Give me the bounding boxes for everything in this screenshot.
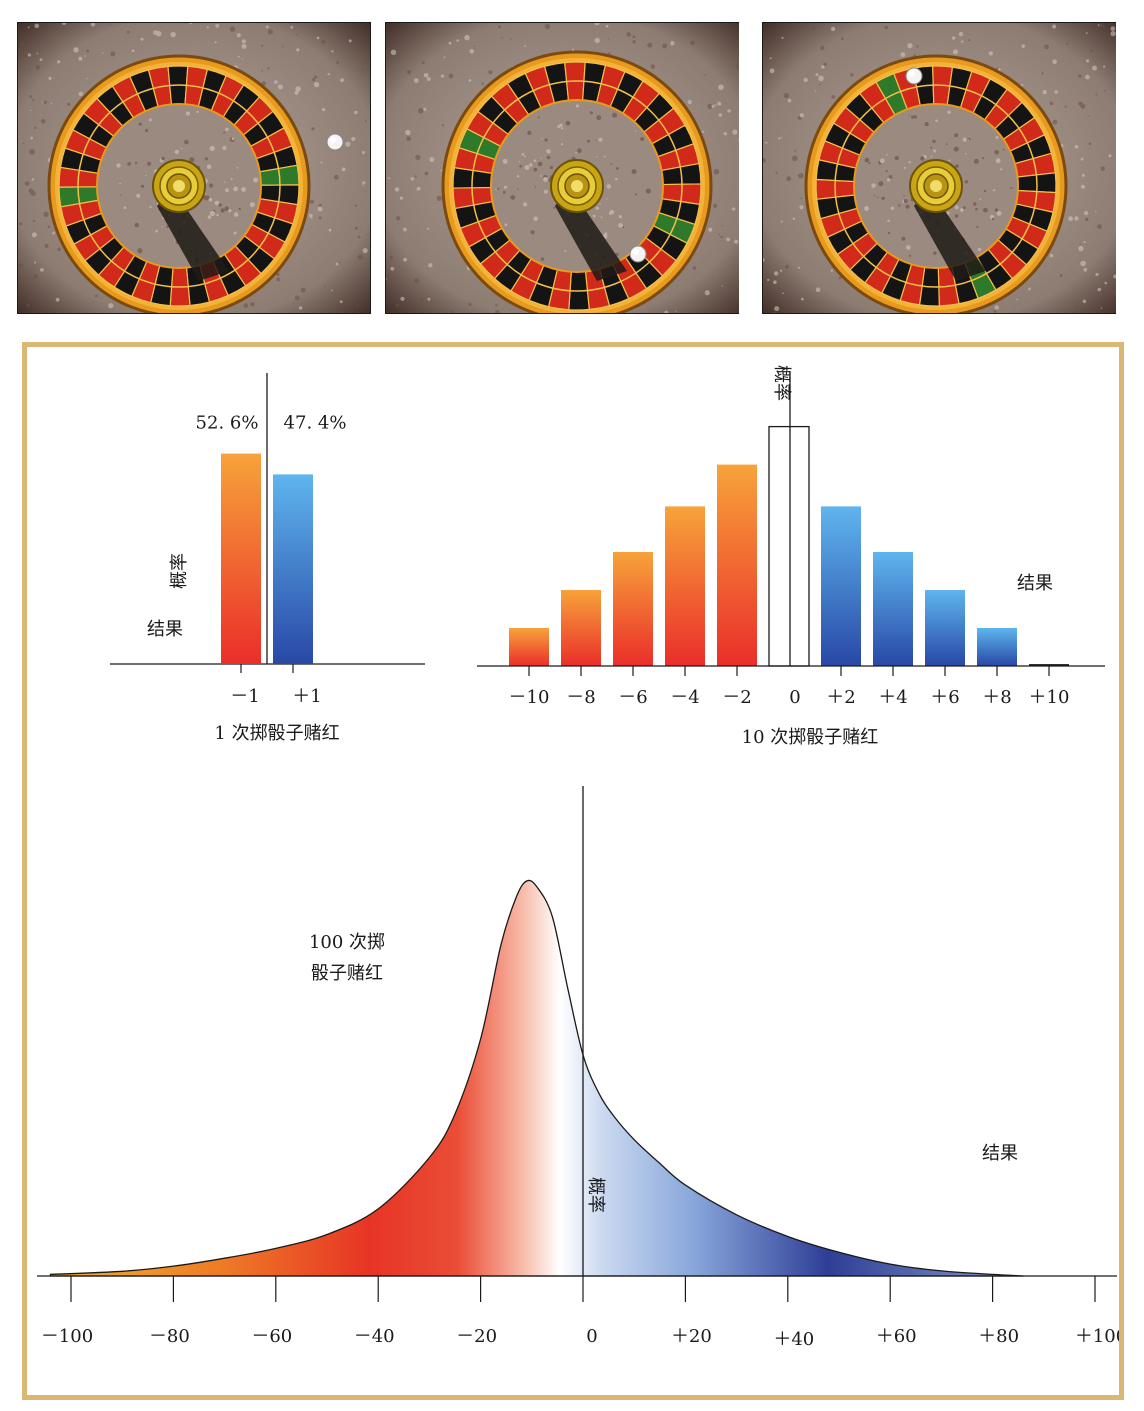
x-tick-label: －4 <box>670 687 699 708</box>
roulette-photo-3 <box>762 22 1116 314</box>
x-tick-label: －40 <box>354 1326 395 1347</box>
title-line-1: 100 次掷 <box>309 932 385 953</box>
data-label-plus1: 47. 4% <box>284 413 347 434</box>
x-tick-label: ＋2 <box>826 687 855 708</box>
bar-10 <box>1029 664 1069 666</box>
x-tick-label: ＋10 <box>1029 687 1070 708</box>
chart-hundred-spins: －100－80－60－40－200＋20＋40＋60＋80＋100 概率 结果 … <box>37 786 1119 1350</box>
x-tick-label: 0 <box>789 687 800 708</box>
charts-canvas: －1 ＋1 52. 6% 47. 4% 概率 结果 1 次掷骰子赌红 －10 －8 －… <box>37 365 1119 1350</box>
x-tick-label: ＋4 <box>878 687 907 708</box>
bar-plus1 <box>273 474 313 664</box>
bar-4 <box>873 552 913 666</box>
x-axis-label: 1 次掷骰子赌红 <box>214 723 339 744</box>
y-axis-label: 概率 <box>585 1177 606 1213</box>
x-tick-label: －60 <box>251 1326 292 1347</box>
x-tick-label: －100 <box>41 1326 93 1347</box>
bar-6 <box>925 590 965 666</box>
x-tick-label: ＋6 <box>930 687 959 708</box>
x-tick-label: －1 <box>230 686 259 707</box>
bar--8 <box>561 590 601 666</box>
roulette-wheel-icon <box>385 22 739 314</box>
chart-ten-spins: －10 －8 －6 －4 －2 0 ＋2 ＋4 ＋6 ＋8 ＋10 概率 结果 10 次掷骰子赌红 <box>477 365 1105 748</box>
title-line-2: 骰子赌红 <box>311 963 383 984</box>
roulette-photo-1 <box>17 22 371 314</box>
x-axis-label: 10 次掷骰子赌红 <box>742 727 879 748</box>
bar--4 <box>665 506 705 666</box>
x-tick-label: －8 <box>566 687 595 708</box>
x-tick-label: ＋60 <box>876 1326 917 1347</box>
x-tick-label: ＋8 <box>982 687 1011 708</box>
x-tick-label: －20 <box>456 1326 497 1347</box>
distribution-area <box>49 879 1024 1277</box>
result-label: 结果 <box>982 1143 1018 1164</box>
roulette-wheel-icon <box>17 22 371 314</box>
roulette-wheel-icon <box>762 22 1116 314</box>
x-tick-label: 0 <box>586 1326 597 1347</box>
y-axis-label: 概率 <box>169 553 190 589</box>
y-axis-label: 概率 <box>771 365 792 401</box>
x-tick-label: ＋100 <box>1075 1326 1119 1347</box>
result-label: 结果 <box>147 619 183 640</box>
chart-single-spin: －1 ＋1 52. 6% 47. 4% 概率 结果 1 次掷骰子赌红 <box>110 373 425 744</box>
bar-minus1 <box>221 453 261 664</box>
chart-frame: －1 ＋1 52. 6% 47. 4% 概率 结果 1 次掷骰子赌红 －10 －8 －… <box>22 342 1124 1400</box>
bar--10 <box>509 628 549 666</box>
x-tick-label: ＋80 <box>978 1326 1019 1347</box>
bar-2 <box>821 506 861 666</box>
x-tick-label: ＋20 <box>671 1326 712 1347</box>
data-label-minus1: 52. 6% <box>196 413 259 434</box>
x-tick-label: ＋40 <box>773 1329 814 1350</box>
result-label: 结果 <box>1017 573 1053 594</box>
bar-0 <box>768 425 810 667</box>
x-tick-label: ＋1 <box>292 686 321 707</box>
bar--6 <box>613 552 653 666</box>
bar-8 <box>977 628 1017 666</box>
x-tick-label: －80 <box>149 1326 190 1347</box>
x-tick-label: －10 <box>509 687 550 708</box>
roulette-photo-2 <box>385 22 739 314</box>
x-tick-label: －2 <box>722 687 751 708</box>
x-tick-label: －6 <box>618 687 647 708</box>
bar--2 <box>717 464 757 666</box>
